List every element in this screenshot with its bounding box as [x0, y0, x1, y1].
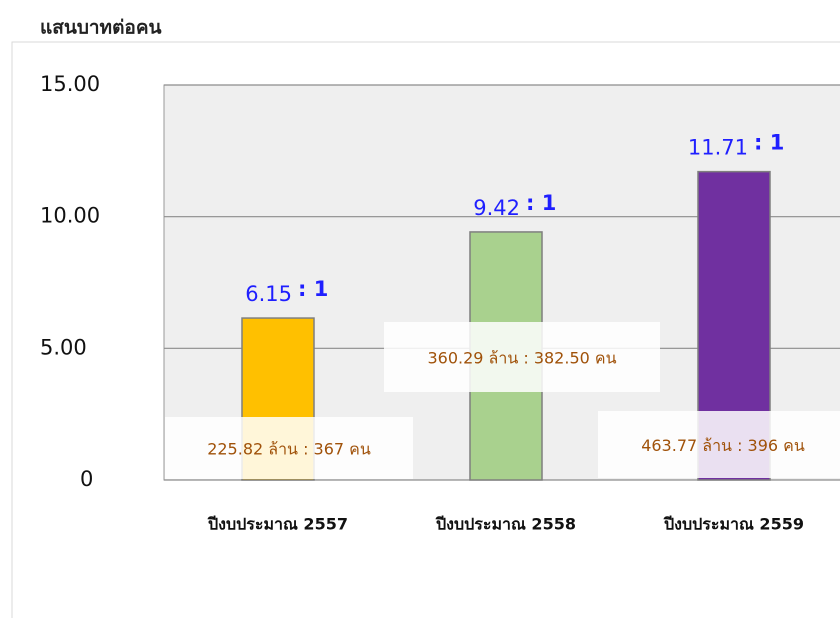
ratio-label: : 1	[526, 191, 556, 215]
y-tick-label: 15.00	[40, 72, 100, 96]
annotation-box	[598, 411, 840, 478]
y-axis-title: แสนบาทต่อคน	[40, 17, 162, 39]
x-tick-label: ปีงบประมาณ 2558	[435, 515, 576, 534]
value-label: 11.71	[688, 136, 748, 160]
annotation: 360.29 ล้าน : 382.50 คน	[427, 349, 616, 368]
x-tick-label: ปีงบประมาณ 2557	[207, 515, 348, 534]
annotation: 463.77 ล้าน : 396 คน	[641, 436, 805, 455]
annotation: 225.82 ล้าน : 367 คน	[207, 440, 371, 459]
annotation-box	[384, 322, 660, 392]
y-tick-label: 10.00	[40, 204, 100, 228]
ratio-label: : 1	[298, 277, 328, 301]
value-label: 9.42	[473, 196, 520, 220]
y-tick-label: 0	[80, 467, 93, 491]
x-tick-label: ปีงบประมาณ 2559	[663, 515, 804, 534]
value-label: 6.15	[245, 282, 292, 306]
ratio-label: : 1	[754, 131, 784, 155]
annotation-box	[165, 417, 413, 479]
y-tick-label: 5.00	[40, 335, 87, 359]
